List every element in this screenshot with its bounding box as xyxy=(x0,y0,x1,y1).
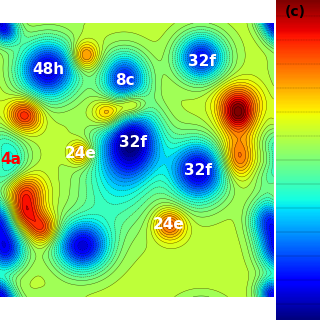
Text: 32f: 32f xyxy=(188,54,216,69)
Text: 32f: 32f xyxy=(184,164,212,179)
Text: 48h: 48h xyxy=(32,62,64,77)
Text: 8c: 8c xyxy=(115,73,134,88)
Text: 32f: 32f xyxy=(119,135,147,150)
Text: 4a: 4a xyxy=(0,153,21,167)
Text: 24e: 24e xyxy=(65,146,97,161)
Text: 24e: 24e xyxy=(152,217,184,232)
Text: (c): (c) xyxy=(285,5,306,19)
